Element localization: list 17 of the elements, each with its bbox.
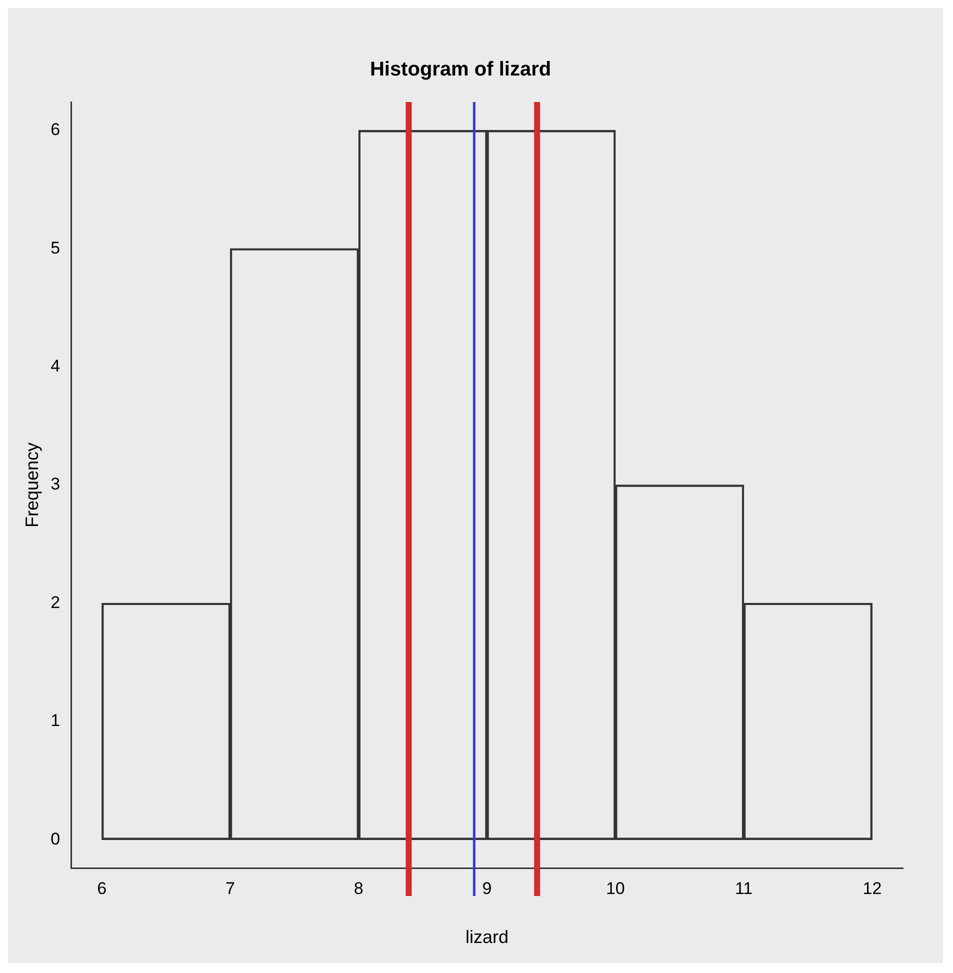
y-tick-label: 6 <box>50 120 60 140</box>
x-tick-label: 10 <box>606 878 625 898</box>
x-axis-title: lizard <box>466 927 509 948</box>
y-tick-label: 0 <box>50 829 60 848</box>
x-tick-label: 11 <box>734 878 753 898</box>
x-tick-label: 6 <box>97 878 107 898</box>
y-tick-label: 2 <box>50 592 60 612</box>
x-tick-label: 12 <box>862 878 882 898</box>
x-tick-label: 9 <box>482 878 492 898</box>
chart-title: Histogram of lizard <box>370 58 552 81</box>
x-tick-label: 8 <box>354 878 364 898</box>
y-tick-label: 5 <box>50 238 60 258</box>
x-tick-label: 7 <box>226 878 235 898</box>
y-axis-title: Frequency <box>22 442 42 528</box>
y-tick-label: 3 <box>50 474 60 494</box>
y-tick-label: 4 <box>50 356 60 376</box>
y-tick-label: 1 <box>50 711 60 730</box>
